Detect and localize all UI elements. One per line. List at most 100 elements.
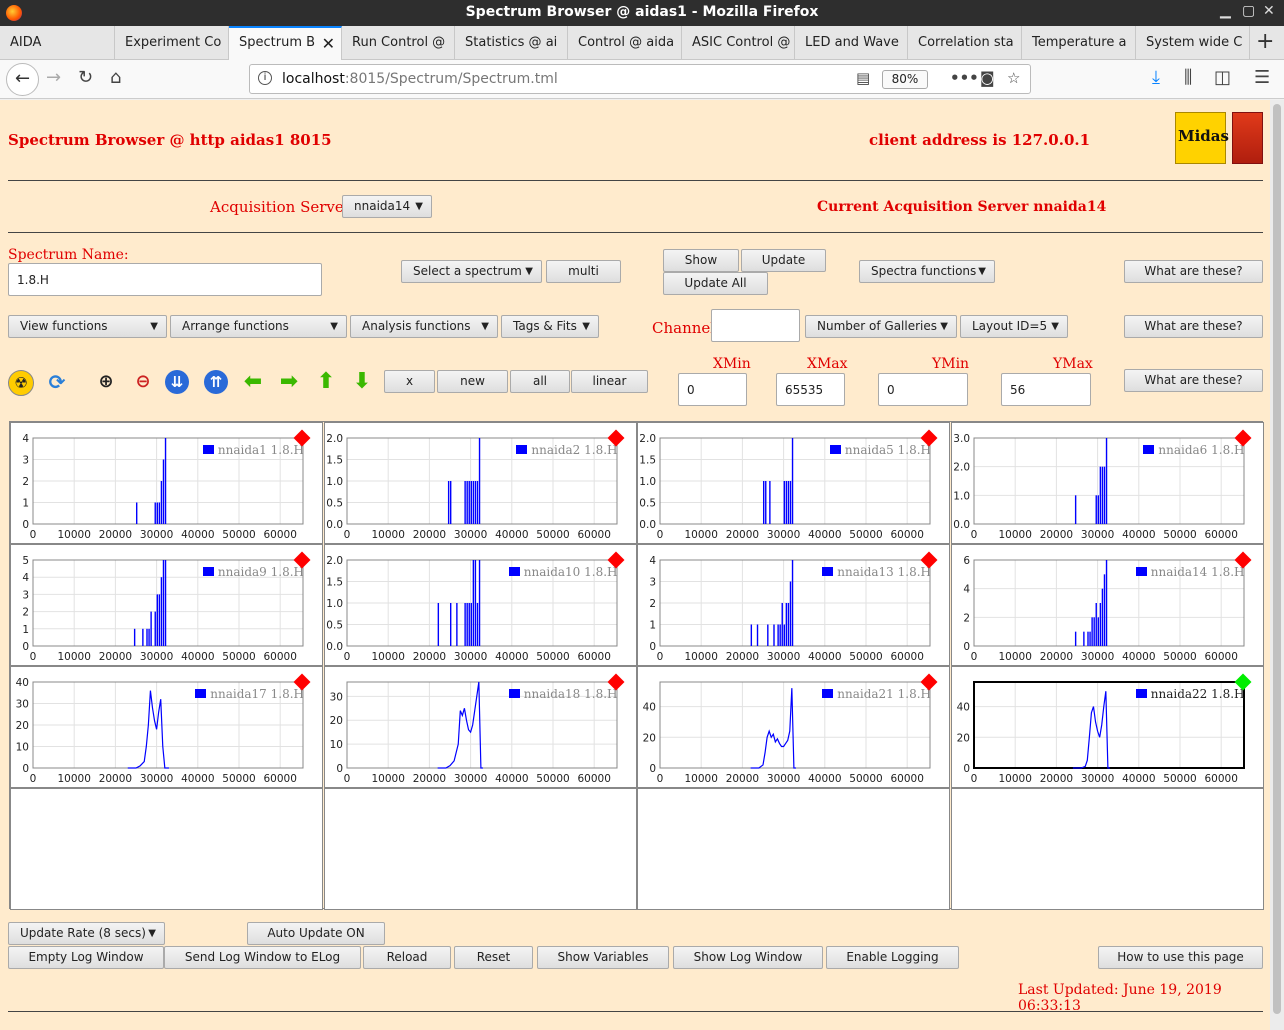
maximize-icon[interactable]: ▢ bbox=[1242, 3, 1256, 19]
down-arrow-icon[interactable]: ⬇ bbox=[352, 369, 372, 394]
analysis-functions-dropdown[interactable]: Analysis functions ▼ bbox=[350, 315, 498, 338]
multi-button[interactable]: multi bbox=[546, 260, 621, 283]
spectra-functions-dropdown[interactable]: Spectra functions ▼ bbox=[859, 260, 995, 283]
gallery-cell[interactable]: 0 10000 20000 30000 40000 50000 60000 0 20 40 nnai… bbox=[950, 666, 1264, 788]
tab-control[interactable]: Control @ aida bbox=[568, 26, 682, 60]
tab-led-wave[interactable]: LED and Wave bbox=[795, 26, 908, 60]
tags-fits-dropdown[interactable]: Tags & Fits ▼ bbox=[501, 315, 599, 338]
forward-arrow-icon[interactable]: → bbox=[46, 67, 62, 88]
new-button[interactable]: new bbox=[437, 370, 508, 393]
gallery-cell[interactable] bbox=[323, 788, 637, 910]
enable-logging-button[interactable]: Enable Logging bbox=[826, 946, 959, 969]
spectrum-chart[interactable]: 0 10000 20000 30000 40000 50000 60000 0 10 20 30 bbox=[325, 667, 637, 787]
number-galleries-dropdown[interactable]: Number of Galleries ▼ bbox=[805, 315, 957, 338]
new-tab-icon[interactable]: + bbox=[1256, 29, 1275, 54]
show-variables-button[interactable]: Show Variables bbox=[537, 946, 669, 969]
spectrum-chart[interactable]: 0 10000 20000 30000 40000 50000 60000 0.0 1.0 2.0… bbox=[952, 423, 1264, 543]
tab-asic-control[interactable]: ASIC Control @ bbox=[682, 26, 795, 60]
refresh-icon[interactable]: ⟳ bbox=[48, 370, 66, 394]
close-tab-icon[interactable]: ✕ bbox=[321, 34, 335, 53]
expand-y-icon[interactable]: ⇊ bbox=[165, 370, 189, 394]
spectrum-chart[interactable]: 0 10000 20000 30000 40000 50000 60000 0 2 4 6 bbox=[952, 545, 1264, 665]
arrange-functions-dropdown[interactable]: Arrange functions ▼ bbox=[170, 315, 347, 338]
page-actions-icon[interactable]: ••• bbox=[950, 69, 979, 87]
library-icon[interactable]: ⫼ bbox=[1184, 67, 1193, 88]
spectrum-chart[interactable]: 0 10000 20000 30000 40000 50000 60000 0 20 40 bbox=[952, 667, 1264, 787]
gallery-cell[interactable]: 0 10000 20000 30000 40000 50000 60000 0.0 0.5 1.0… bbox=[637, 422, 950, 544]
gallery-cell[interactable]: 0 10000 20000 30000 40000 50000 60000 0.0 0.5 1.0… bbox=[323, 422, 637, 544]
xmin-input[interactable]: 0 bbox=[678, 373, 747, 406]
spectrum-chart[interactable]: 0 10000 20000 30000 40000 50000 60000 0.0 0.5 1.0… bbox=[325, 423, 637, 543]
gallery-cell[interactable]: 0 10000 20000 30000 40000 50000 60000 0 1 2 3 4 nnai… bbox=[637, 544, 950, 666]
what-are-these-button-2[interactable]: What are these? bbox=[1124, 315, 1263, 338]
show-button[interactable]: Show bbox=[663, 249, 739, 272]
tab-run-control[interactable]: Run Control @ bbox=[342, 26, 455, 60]
radiation-icon[interactable]: ☢ bbox=[8, 370, 34, 396]
xmax-input[interactable]: 65535 bbox=[776, 373, 845, 406]
tab-statistics[interactable]: Statistics @ ai bbox=[455, 26, 568, 60]
gallery-cell[interactable] bbox=[637, 788, 950, 910]
tab-temperature[interactable]: Temperature a bbox=[1022, 26, 1136, 60]
zoom-in-icon[interactable]: ⊕ bbox=[98, 371, 114, 392]
update-all-button[interactable]: Update All bbox=[663, 272, 768, 295]
tab-experiment[interactable]: Experiment Co bbox=[115, 26, 229, 60]
home-icon[interactable]: ⌂ bbox=[110, 67, 122, 88]
tab-system-wide[interactable]: System wide C bbox=[1136, 26, 1250, 60]
reader-view-icon[interactable]: ▤ bbox=[856, 69, 871, 87]
reset-button[interactable]: Reset bbox=[454, 946, 533, 969]
spectrum-name-input[interactable]: 1.8.H bbox=[8, 263, 322, 296]
gallery-cell[interactable]: 0 10000 20000 30000 40000 50000 60000 0 2 4 6 nnaid… bbox=[950, 544, 1264, 666]
pocket-icon[interactable]: ◙ bbox=[980, 69, 995, 87]
zoom-out-icon[interactable]: ⊖ bbox=[135, 371, 151, 392]
scrollbar-thumb[interactable] bbox=[1273, 104, 1281, 1014]
reload-icon[interactable]: ↻ bbox=[78, 67, 94, 88]
left-arrow-icon[interactable]: ⬅ bbox=[243, 369, 263, 394]
spectrum-chart[interactable]: 0 10000 20000 30000 40000 50000 60000 0 1 2 3 4 5 bbox=[11, 545, 323, 665]
address-bar[interactable]: i localhost:8015/Spectrum/Spectrum.tml ▤… bbox=[249, 64, 1031, 94]
close-window-icon[interactable]: ✕ bbox=[1263, 3, 1275, 19]
gallery-cell[interactable]: 0 10000 20000 30000 40000 50000 60000 0 10 20 30 nn… bbox=[323, 666, 637, 788]
downloads-icon[interactable]: ⤓ bbox=[1152, 67, 1160, 88]
show-log-window-button[interactable]: Show Log Window bbox=[673, 946, 823, 969]
zoom-level[interactable]: 80% bbox=[882, 70, 928, 89]
tab-aida[interactable]: AIDA bbox=[0, 26, 115, 60]
view-functions-dropdown[interactable]: View functions ▼ bbox=[8, 315, 167, 338]
channel-input[interactable] bbox=[711, 309, 800, 342]
x-button[interactable]: x bbox=[384, 370, 435, 393]
gallery-cell[interactable]: 0 10000 20000 30000 40000 50000 60000 0.0 0.5 1.0… bbox=[323, 544, 637, 666]
spectrum-chart[interactable]: 0 10000 20000 30000 40000 50000 60000 0 20 40 bbox=[638, 667, 950, 787]
gallery-cell[interactable] bbox=[950, 788, 1264, 910]
ymax-input[interactable]: 56 bbox=[1001, 373, 1091, 406]
update-button[interactable]: Update bbox=[741, 249, 826, 272]
what-are-these-button-1[interactable]: What are these? bbox=[1124, 260, 1263, 283]
shrink-y-icon[interactable]: ⇈ bbox=[204, 370, 228, 394]
spectrum-chart[interactable]: 0 10000 20000 30000 40000 50000 60000 0 10 20 30 40 bbox=[11, 667, 323, 787]
gallery-cell[interactable]: 0 10000 20000 30000 40000 50000 60000 0 1 2 3 4 5 nna… bbox=[10, 544, 323, 666]
linear-button[interactable]: linear bbox=[571, 370, 648, 393]
gallery-cell[interactable]: 0 10000 20000 30000 40000 50000 60000 0 10 20 30 40… bbox=[10, 666, 323, 788]
reload-button[interactable]: Reload bbox=[363, 946, 451, 969]
spectrum-chart[interactable]: 0 10000 20000 30000 40000 50000 60000 0 1 2 3 4 bbox=[11, 423, 323, 543]
send-log-button[interactable]: Send Log Window to ELog bbox=[164, 946, 361, 969]
page-scrollbar[interactable] bbox=[1270, 100, 1284, 1030]
how-to-use-button[interactable]: How to use this page bbox=[1098, 946, 1263, 969]
bookmark-star-icon[interactable]: ☆ bbox=[1007, 69, 1021, 87]
sidebar-icon[interactable]: ◫ bbox=[1214, 67, 1232, 88]
layout-id-dropdown[interactable]: Layout ID=5 ▼ bbox=[960, 315, 1068, 338]
back-arrow-icon[interactable]: ← bbox=[6, 63, 39, 96]
all-button[interactable]: all bbox=[510, 370, 570, 393]
menu-icon[interactable]: ☰ bbox=[1254, 67, 1271, 88]
info-icon[interactable]: i bbox=[258, 71, 272, 85]
spectrum-chart[interactable]: 0 10000 20000 30000 40000 50000 60000 0 1 2 3 4 bbox=[638, 545, 950, 665]
gallery-cell[interactable]: 0 10000 20000 30000 40000 50000 60000 0.0 1.0 2.0… bbox=[950, 422, 1264, 544]
spectrum-chart[interactable]: 0 10000 20000 30000 40000 50000 60000 0.0 0.5 1.0… bbox=[638, 423, 950, 543]
minimize-icon[interactable]: ▁ bbox=[1220, 3, 1231, 19]
gallery-cell[interactable] bbox=[10, 788, 323, 910]
spectrum-chart[interactable]: 0 10000 20000 30000 40000 50000 60000 0.0 0.5 1.0… bbox=[325, 545, 637, 665]
update-rate-dropdown[interactable]: Update Rate (8 secs) ▼ bbox=[8, 922, 165, 945]
acq-server-select[interactable]: nnaida14 ▼ bbox=[342, 195, 432, 218]
gallery-cell[interactable]: 0 10000 20000 30000 40000 50000 60000 0 1 2 3 4 nnai… bbox=[10, 422, 323, 544]
ymin-input[interactable]: 0 bbox=[878, 373, 968, 406]
tab-spectrum[interactable]: Spectrum B ✕ bbox=[229, 26, 342, 61]
empty-log-button[interactable]: Empty Log Window bbox=[8, 946, 164, 969]
